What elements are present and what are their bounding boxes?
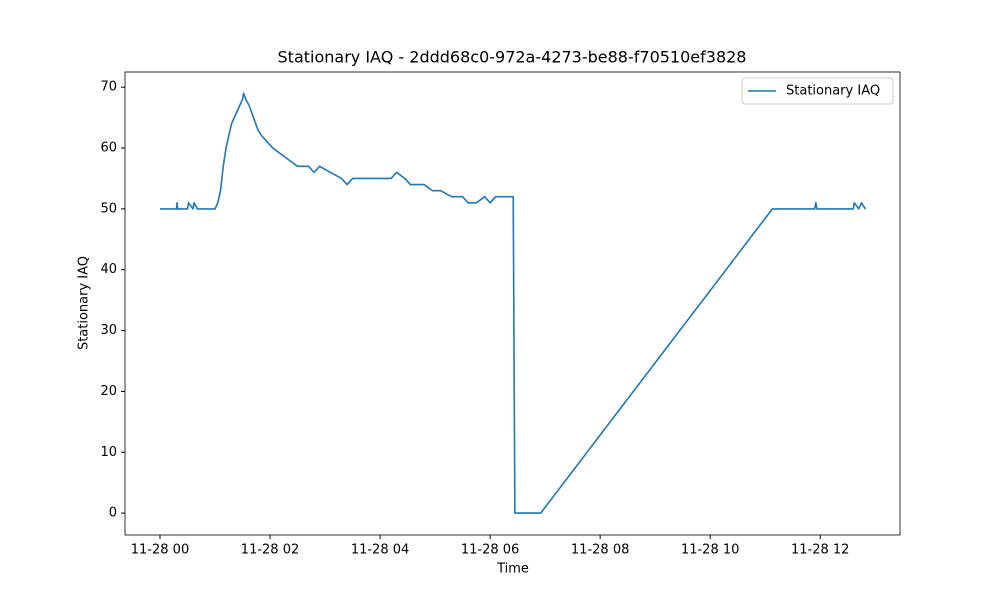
x-tick-label: 11-28 02 bbox=[241, 543, 299, 558]
chart-title: Stationary IAQ - 2ddd68c0-972a-4273-be88… bbox=[278, 48, 747, 67]
y-tick-label: 60 bbox=[100, 141, 117, 156]
x-tick-label: 11-28 00 bbox=[131, 543, 189, 558]
y-tick-label: 40 bbox=[100, 262, 117, 277]
y-tick-label: 20 bbox=[100, 384, 117, 399]
x-tick-label: 11-28 12 bbox=[791, 543, 849, 558]
data-line bbox=[159, 92, 867, 514]
plot-frame bbox=[124, 71, 901, 536]
x-tick-label: 11-28 08 bbox=[571, 543, 629, 558]
y-tick-label: 0 bbox=[109, 506, 117, 521]
x-tick-label: 11-28 06 bbox=[461, 543, 519, 558]
legend-box bbox=[741, 77, 894, 105]
y-tick-label: 50 bbox=[100, 201, 117, 216]
y-tick-label: 10 bbox=[100, 445, 117, 460]
y-tick-label: 70 bbox=[100, 80, 117, 95]
x-tick-label: 11-28 04 bbox=[351, 543, 409, 558]
legend-label: Stationary IAQ bbox=[786, 84, 880, 99]
x-tick-label: 11-28 10 bbox=[681, 543, 739, 558]
x-axis-label: Time bbox=[496, 562, 529, 577]
y-tick-label: 30 bbox=[100, 323, 117, 338]
y-axis-label: Stationary IAQ bbox=[77, 256, 92, 350]
